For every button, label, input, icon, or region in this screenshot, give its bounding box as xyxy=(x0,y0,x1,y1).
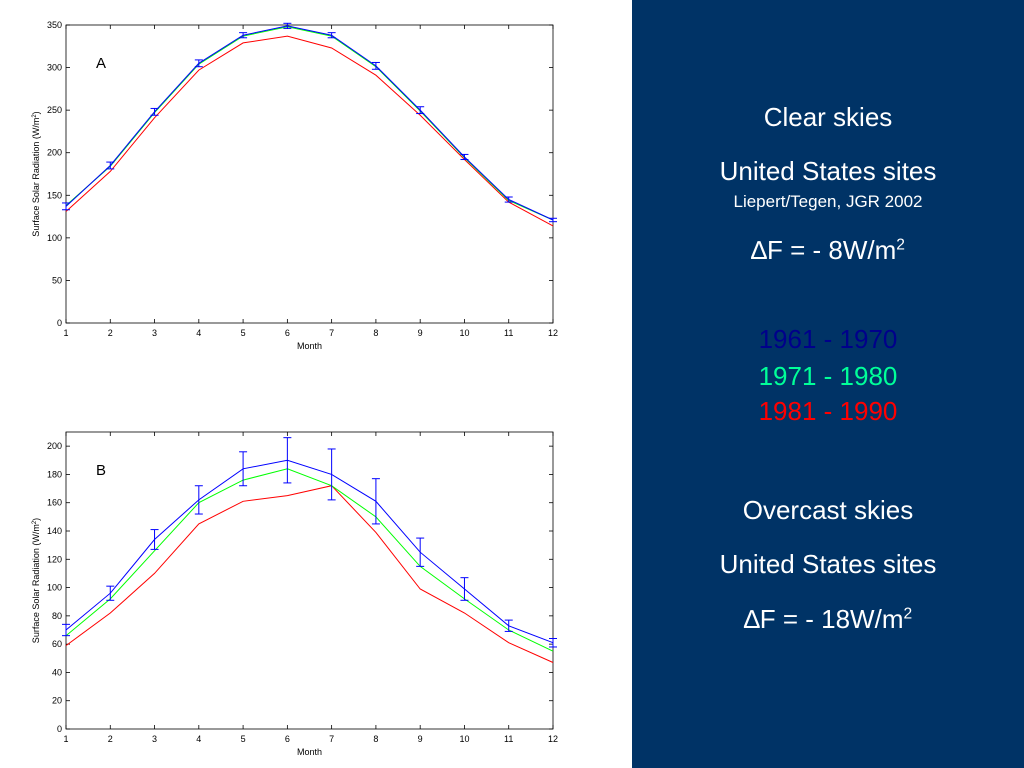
clear-skies-subtitle: United States sites xyxy=(719,156,937,186)
y-tick-label: 120 xyxy=(47,554,62,564)
y-tick-label: 160 xyxy=(47,498,62,508)
series-line xyxy=(65,459,554,644)
x-axis-label: Month xyxy=(297,747,322,757)
x-tick-label: 12 xyxy=(548,734,558,744)
y-axis-label: Surface Solar Radiation (W/m2) xyxy=(31,111,41,236)
clear-delta-text: F = - 8W/m xyxy=(766,235,897,265)
y-tick-label: 350 xyxy=(47,20,62,30)
delta-symbol: ∆ xyxy=(743,604,760,634)
y-tick-label: 150 xyxy=(47,190,62,200)
y-tick-label: 50 xyxy=(52,275,62,285)
y-tick-label: 180 xyxy=(47,469,62,479)
charts-panel: 1 2 3 4 5 6 7 8 9 10 11 12 0 50 100 150 200 250 300 350 Mont… xyxy=(31,20,559,757)
x-tick-label: 3 xyxy=(152,328,157,338)
legend-item-1971: 1971 - 1980 xyxy=(632,361,1024,392)
x-tick-label: 5 xyxy=(241,734,246,744)
x-tick-label: 2 xyxy=(108,328,113,338)
x-tick-label: 10 xyxy=(459,328,469,338)
y-axis-label-end: ) xyxy=(31,518,41,521)
x-tick-label: 11 xyxy=(504,328,513,338)
overcast-skies-subtitle: United States sites xyxy=(719,549,937,579)
chart-a: 1 2 3 4 5 6 7 8 9 10 11 12050100150200250300350Mont… xyxy=(31,20,558,351)
x-tick-label: 8 xyxy=(373,328,378,338)
x-axis-label: Month xyxy=(297,341,322,351)
x-tick-label: 8 xyxy=(373,734,378,744)
y-axis-label-sup: 2 xyxy=(32,114,38,118)
series-line xyxy=(65,485,554,663)
x-tick-label: 1 xyxy=(63,734,68,744)
x-tick-label: 2 xyxy=(108,734,113,744)
clear-delta: ∆F = - 8W/m2 xyxy=(632,235,1024,266)
clear-skies-title: Clear skies xyxy=(763,102,893,132)
legend-label: 1981 - 1990 xyxy=(758,396,898,426)
y-tick-label: 140 xyxy=(47,526,62,536)
info-panel: Clear skies United States sites Liepert/… xyxy=(632,0,1024,768)
y-tick-label: 60 xyxy=(52,639,62,649)
y-axis-label-sup: 2 xyxy=(32,520,38,524)
y-axis-label: Surface Solar Radiation (W/m2) xyxy=(31,518,41,643)
x-tick-label: 1 xyxy=(63,328,68,338)
y-tick-label: 20 xyxy=(52,696,62,706)
citation: Liepert/Tegen, JGR 2002 xyxy=(733,192,923,211)
overcast-delta: ∆F = - 18W/m2 xyxy=(632,604,1024,635)
series-line xyxy=(65,468,554,652)
x-tick-label: 7 xyxy=(329,328,334,338)
y-tick-label: 0 xyxy=(57,318,62,328)
series-line xyxy=(65,25,554,221)
x-tick-label: 6 xyxy=(285,734,290,744)
legend-item-1961: 1961 - 1970 xyxy=(632,324,1024,355)
series-line xyxy=(65,26,554,221)
y-tick-label: 40 xyxy=(52,667,62,677)
x-tick-label: 12 xyxy=(548,328,558,338)
overcast-delta-text: F = - 18W/m xyxy=(759,604,904,634)
y-tick-label: 200 xyxy=(47,148,62,158)
y-tick-label: 300 xyxy=(47,63,62,73)
x-tick-label: 9 xyxy=(418,328,423,338)
panel-label: A xyxy=(96,55,106,72)
y-tick-label: 200 xyxy=(47,441,62,451)
y-tick-label: 250 xyxy=(47,105,62,115)
x-tick-label: 7 xyxy=(329,734,334,744)
legend-label: 1971 - 1980 xyxy=(758,361,898,391)
legend-label: 1961 - 1970 xyxy=(758,324,898,354)
y-tick-label: 0 xyxy=(57,724,62,734)
x-tick-label: 6 xyxy=(285,328,290,338)
x-tick-label: 3 xyxy=(152,734,157,744)
y-tick-label: 100 xyxy=(47,583,62,593)
x-tick-label: 4 xyxy=(196,328,201,338)
x-tick-label: 5 xyxy=(241,328,246,338)
series-line xyxy=(65,35,554,227)
x-tick-label: 10 xyxy=(459,734,469,744)
y-tick-label: 100 xyxy=(47,233,62,243)
chart-b: 1 2 3 4 5 6 7 8 9 10 11 120204060801001201401601802… xyxy=(31,431,558,757)
overcast-skies-title: Overcast skies xyxy=(742,495,914,525)
overcast-delta-sup: 2 xyxy=(903,605,913,623)
x-tick-label: 9 xyxy=(418,734,423,744)
plot-frame xyxy=(65,24,554,324)
y-axis-label-end: ) xyxy=(31,111,41,114)
plot-frame xyxy=(65,431,554,730)
y-tick-label: 80 xyxy=(52,611,62,621)
delta-symbol: ∆ xyxy=(751,235,767,265)
x-tick-label: 4 xyxy=(196,734,201,744)
legend-item-1981: 1981 - 1990 xyxy=(632,396,1024,427)
panel-label: B xyxy=(96,462,106,479)
clear-delta-sup: 2 xyxy=(896,236,905,254)
x-tick-label: 11 xyxy=(504,734,513,744)
